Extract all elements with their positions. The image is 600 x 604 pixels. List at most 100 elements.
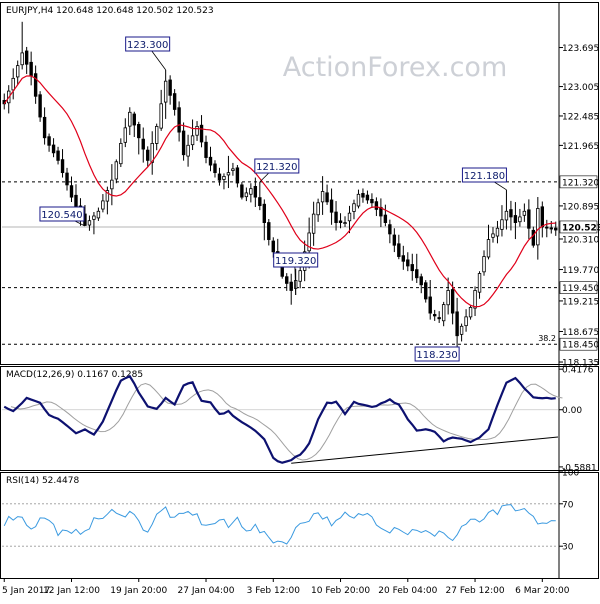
candle-body xyxy=(343,222,347,224)
price-annotation-box xyxy=(39,206,85,222)
candle-body xyxy=(491,233,495,238)
x-tick-label: 20 Feb 04:00 xyxy=(378,586,437,596)
candle-body xyxy=(545,226,549,229)
candle-body xyxy=(455,311,459,337)
candle-body xyxy=(415,269,419,279)
candle-body xyxy=(38,94,42,118)
price-annotation-label: 118.230 xyxy=(416,350,457,361)
candle-body xyxy=(527,209,531,229)
candle-body xyxy=(495,227,500,237)
candle-body xyxy=(383,214,388,223)
candle-body xyxy=(159,103,163,129)
candle-body xyxy=(334,211,338,223)
candle-body xyxy=(146,149,150,161)
candle-body xyxy=(536,208,540,246)
candle-body xyxy=(316,202,320,216)
candle-body xyxy=(56,150,60,161)
price-annotation-box xyxy=(461,167,507,183)
candle-body xyxy=(406,259,410,267)
candle-body xyxy=(163,80,168,103)
candle-body xyxy=(361,193,365,198)
candle-body xyxy=(150,143,154,163)
price-y-tick-label: 121.965 xyxy=(562,142,599,152)
candle-body xyxy=(141,138,145,150)
rsi-panel: RSI(14) 52.4478 100 70 30 xyxy=(2,469,579,553)
candle-body xyxy=(356,193,361,207)
price-annotation-label: 121.320 xyxy=(256,162,297,173)
candle-body xyxy=(33,73,38,97)
candle-body xyxy=(267,222,271,240)
candle-body xyxy=(258,197,262,207)
candle-body xyxy=(29,61,33,76)
level-price-box xyxy=(559,281,598,294)
price-y-tick-label: 119.215 xyxy=(562,297,599,307)
price-panel: 123.695 123.005 122.485 121.965 120.895 120.3… xyxy=(2,6,600,369)
x-tick-label: 19 Jan 20:00 xyxy=(110,586,167,596)
candle-body xyxy=(285,276,289,284)
x-tick-label: 27 Feb 12:00 xyxy=(446,586,505,596)
price-y-tick-label: 119.770 xyxy=(562,266,599,276)
candle-body xyxy=(132,113,136,126)
candle-body xyxy=(128,111,132,127)
macd-panel: MACD(12,26,9) 0.1167 0.1285 0.4176 0.00 -0.… xyxy=(2,366,597,473)
candle-body xyxy=(464,316,468,327)
x-tick-label: 5 Jan 2017 xyxy=(2,586,50,596)
candle-body xyxy=(509,209,513,218)
candle-body xyxy=(482,256,486,273)
candle-body xyxy=(473,290,477,309)
candle-body xyxy=(397,243,401,257)
level-price-box xyxy=(559,175,598,189)
watermark-text: ActionForex.com xyxy=(283,52,508,83)
candle-body xyxy=(249,188,253,195)
candle-body xyxy=(365,194,370,201)
macd-y-tick-label: 0.4176 xyxy=(562,366,594,376)
candle-body xyxy=(114,161,119,180)
candle-body xyxy=(195,126,199,136)
candle-body xyxy=(87,220,92,226)
candle-body xyxy=(204,141,208,158)
candle-body xyxy=(240,184,244,198)
candle-body xyxy=(500,219,504,230)
candle-body xyxy=(186,144,190,157)
symbol-readout: EURJPY,H4 120.648 120.648 120.502 120.52… xyxy=(6,6,214,16)
candle-body xyxy=(190,135,195,146)
macd-signal-line xyxy=(10,383,563,461)
price-y-tick-label: 123.695 xyxy=(562,44,599,54)
candle-body xyxy=(244,192,249,198)
price-y-tick-label: 118.135 xyxy=(562,359,599,369)
rsi-label: RSI(14) 52.4478 xyxy=(6,476,79,486)
candle-body xyxy=(289,281,293,291)
candle-body xyxy=(320,191,325,203)
x-tick-label: 3 Feb 12:00 xyxy=(247,586,301,596)
candle-body xyxy=(432,314,437,317)
candle-body xyxy=(347,212,352,222)
candle-body xyxy=(213,163,217,174)
macd-y-tick-label: -0.5881 xyxy=(562,463,597,473)
candle-body xyxy=(181,130,186,156)
candle-body xyxy=(446,290,450,306)
candle-body xyxy=(65,172,69,186)
watermark: ActionForex.com xyxy=(283,52,508,83)
candle-body xyxy=(437,317,441,320)
candle-body xyxy=(51,144,56,154)
macd-panel-frame xyxy=(0,366,599,471)
price-panel-frame xyxy=(0,2,599,365)
candle-body xyxy=(96,210,101,219)
candle-body xyxy=(110,179,114,190)
current-price-box xyxy=(559,220,598,234)
candle-body xyxy=(531,229,536,246)
candle-body xyxy=(428,296,432,314)
price-annotation-box xyxy=(125,36,171,52)
x-tick-label: 12 Jan 12:00 xyxy=(43,586,100,596)
candle-body xyxy=(42,116,47,139)
candle-body xyxy=(338,220,343,223)
candle-body xyxy=(217,173,222,181)
candle-body xyxy=(69,185,74,198)
candle-body xyxy=(419,276,423,286)
level-price-label: 119.450 xyxy=(562,284,599,294)
candle-body xyxy=(235,167,240,184)
candle-body xyxy=(504,210,509,221)
candle-body xyxy=(540,206,545,228)
